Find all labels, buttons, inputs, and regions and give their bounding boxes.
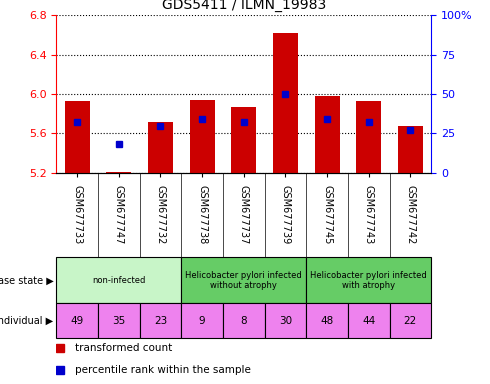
Text: GSM677743: GSM677743 xyxy=(364,185,374,245)
Text: 22: 22 xyxy=(404,316,417,326)
FancyBboxPatch shape xyxy=(140,303,181,338)
Text: 9: 9 xyxy=(199,316,205,326)
Text: disease state ▶: disease state ▶ xyxy=(0,275,53,285)
Text: 8: 8 xyxy=(241,316,247,326)
Bar xyxy=(356,101,381,173)
Text: 44: 44 xyxy=(362,316,375,326)
FancyBboxPatch shape xyxy=(265,303,306,338)
Text: GSM677745: GSM677745 xyxy=(322,185,332,245)
Text: 49: 49 xyxy=(71,316,84,326)
FancyBboxPatch shape xyxy=(390,303,431,338)
Bar xyxy=(273,33,298,173)
FancyBboxPatch shape xyxy=(348,303,390,338)
FancyBboxPatch shape xyxy=(306,303,348,338)
Text: GSM677732: GSM677732 xyxy=(155,185,166,245)
Bar xyxy=(398,126,423,173)
Text: GSM677737: GSM677737 xyxy=(239,185,249,245)
Text: individual ▶: individual ▶ xyxy=(0,316,53,326)
Text: Helicobacter pylori infected
without atrophy: Helicobacter pylori infected without atr… xyxy=(185,271,302,290)
Text: Helicobacter pylori infected
with atrophy: Helicobacter pylori infected with atroph… xyxy=(310,271,427,290)
Text: percentile rank within the sample: percentile rank within the sample xyxy=(75,364,251,375)
Text: transformed count: transformed count xyxy=(75,343,172,354)
Bar xyxy=(190,100,215,173)
FancyBboxPatch shape xyxy=(98,303,140,338)
Bar xyxy=(148,122,173,173)
Text: 30: 30 xyxy=(279,316,292,326)
Text: 23: 23 xyxy=(154,316,167,326)
Bar xyxy=(106,172,131,173)
Bar xyxy=(231,107,256,173)
FancyBboxPatch shape xyxy=(181,303,223,338)
Text: non-infected: non-infected xyxy=(92,276,146,285)
Text: GSM677747: GSM677747 xyxy=(114,185,124,245)
Title: GDS5411 / ILMN_19983: GDS5411 / ILMN_19983 xyxy=(162,0,326,12)
FancyBboxPatch shape xyxy=(56,303,98,338)
FancyBboxPatch shape xyxy=(181,257,306,303)
Bar xyxy=(65,101,90,173)
Text: GSM677733: GSM677733 xyxy=(72,185,82,245)
Text: GSM677738: GSM677738 xyxy=(197,185,207,245)
Bar xyxy=(315,96,340,173)
Text: GSM677739: GSM677739 xyxy=(280,185,291,245)
FancyBboxPatch shape xyxy=(56,257,181,303)
Text: 48: 48 xyxy=(320,316,334,326)
FancyBboxPatch shape xyxy=(223,303,265,338)
Text: 35: 35 xyxy=(112,316,125,326)
Text: GSM677742: GSM677742 xyxy=(405,185,416,245)
FancyBboxPatch shape xyxy=(306,257,431,303)
